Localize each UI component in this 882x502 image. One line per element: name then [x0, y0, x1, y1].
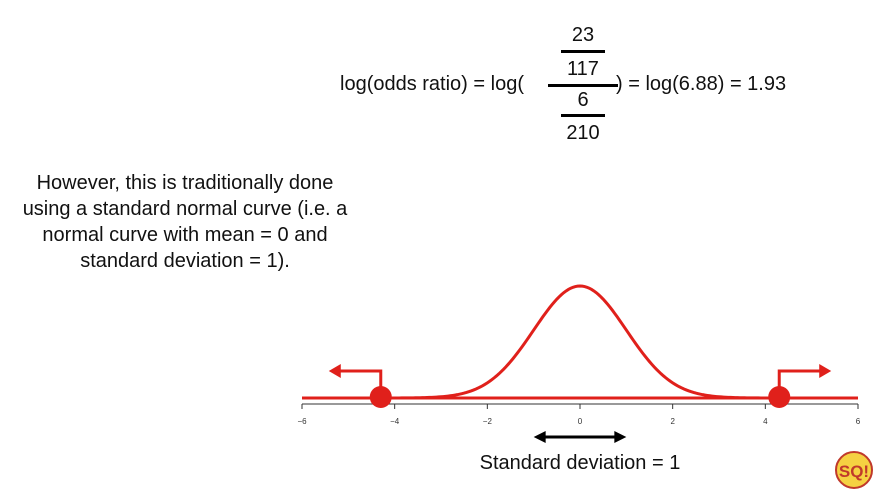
- x-tick-label: 4: [763, 417, 768, 426]
- log-odds-formula: log(odds ratio) = log( 23 117 6 210 ) = …: [340, 20, 820, 155]
- formula-bottom-denominator: 210: [566, 122, 600, 144]
- formula-lhs: log(odds ratio) = log(: [340, 73, 524, 95]
- formula-bottom-fraction-bar: [561, 114, 605, 117]
- sd-arrowhead-right: [614, 431, 627, 443]
- right-tail-marker: [768, 386, 791, 408]
- formula-top-denominator: 117: [567, 58, 599, 80]
- formula-top-numerator: 23: [571, 24, 595, 46]
- x-tick-label: 0: [578, 417, 583, 426]
- x-tick-label: −4: [390, 417, 400, 426]
- x-tick-label: −6: [297, 417, 307, 426]
- x-tick-label: 6: [856, 417, 861, 426]
- formula-main-fraction-bar: [548, 84, 618, 87]
- sd-arrow-group: [533, 431, 627, 443]
- svg-text:SQ!: SQ!: [839, 462, 869, 481]
- x-tick-label: −2: [483, 417, 493, 426]
- formula-bottom-numerator: 6: [577, 89, 589, 111]
- left-tail-arrowhead: [328, 364, 341, 378]
- x-tick-label: 2: [670, 417, 675, 426]
- standard-normal-note: However, this is traditionally done usin…: [22, 172, 348, 272]
- statquest-logo: SQ!: [835, 451, 873, 489]
- formula-top-fraction-bar: [561, 50, 605, 53]
- sd-label: Standard deviation = 1: [479, 452, 681, 474]
- right-tail-arrowhead: [819, 364, 832, 378]
- normal-curve: [302, 284, 858, 400]
- formula-rhs: ) = log(6.88) = 1.93: [616, 73, 787, 95]
- left-tail-marker: [369, 386, 392, 408]
- marker-group: [328, 364, 832, 408]
- sd-arrowhead-left: [533, 431, 546, 443]
- x-axis: −6 −4 −2 0 2 4 6: [297, 403, 861, 426]
- curve-group: [302, 284, 858, 400]
